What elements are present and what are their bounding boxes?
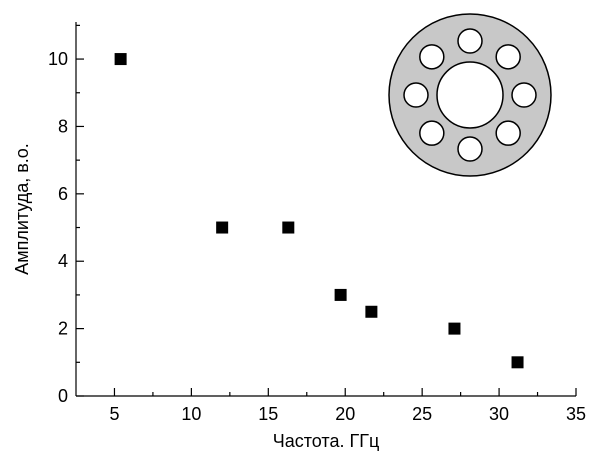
ring-small-hole — [403, 82, 429, 108]
x-tick-label: 10 — [181, 404, 201, 424]
y-tick-label: 10 — [48, 49, 68, 69]
data-point-marker — [511, 356, 524, 369]
y-tick-label: 2 — [58, 319, 68, 339]
y-tick-label: 4 — [58, 251, 68, 271]
x-axis-ticks: 5 10 15 20 25 30 35 — [109, 388, 586, 424]
data-point-marker — [365, 305, 378, 318]
y-tick-label: 6 — [58, 184, 68, 204]
y-tick-label: 8 — [58, 116, 68, 136]
x-tick-label: 15 — [258, 404, 278, 424]
data-point-marker — [216, 221, 229, 234]
data-points — [114, 53, 524, 369]
y-tick-label: 0 — [58, 386, 68, 406]
ring-with-holes-icon — [388, 13, 552, 177]
ring-small-hole — [419, 120, 445, 146]
x-tick-label: 30 — [489, 404, 509, 424]
data-point-marker — [448, 322, 461, 335]
data-point-marker — [334, 288, 347, 301]
x-tick-label: 35 — [566, 404, 586, 424]
ring-small-hole — [419, 44, 445, 70]
data-point-marker — [114, 53, 127, 66]
ring-small-hole — [495, 120, 521, 146]
ring-center-hole — [436, 61, 504, 129]
x-tick-label: 25 — [412, 404, 432, 424]
ring-small-hole — [457, 136, 483, 162]
x-tick-label: 20 — [335, 404, 355, 424]
ring-small-hole — [511, 82, 537, 108]
y-axis-title: Амплитуда, в.о. — [12, 143, 32, 275]
data-point-marker — [282, 221, 295, 234]
y-axis-ticks: 0 2 4 6 8 10 — [48, 24, 84, 406]
ring-small-hole — [495, 44, 521, 70]
x-axis-title: Частота. ГГц — [273, 431, 380, 451]
ring-small-hole — [457, 28, 483, 54]
x-tick-label: 5 — [109, 404, 119, 424]
